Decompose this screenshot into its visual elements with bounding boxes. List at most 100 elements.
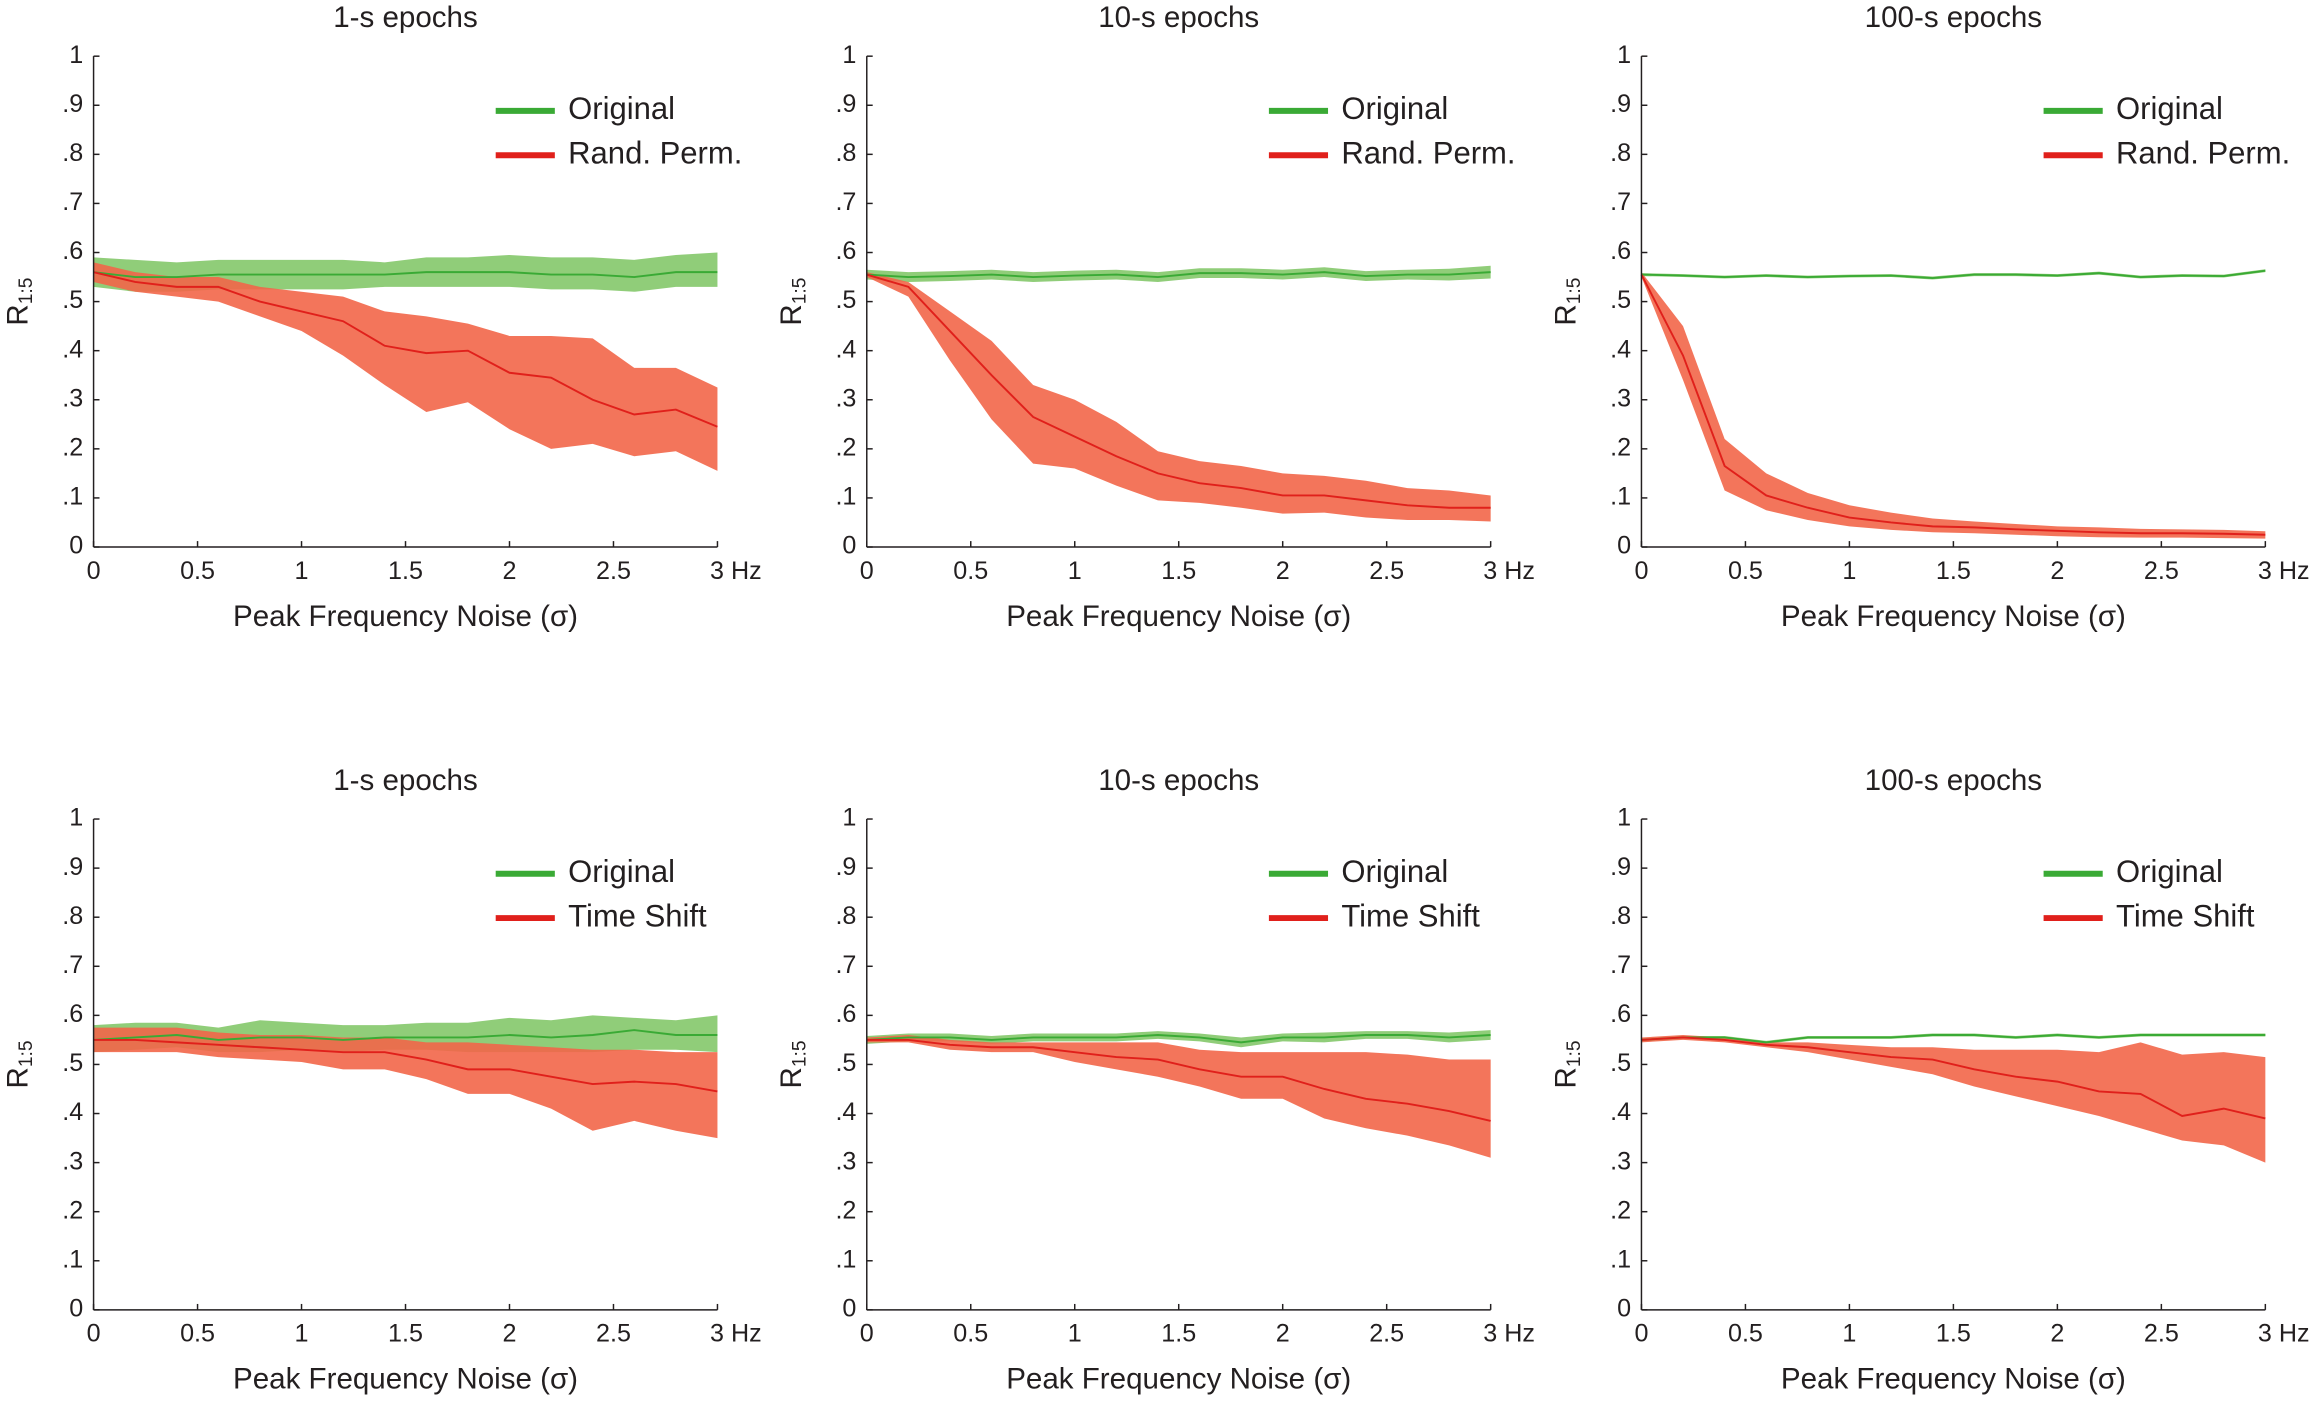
y-tick-label: .5 bbox=[835, 286, 856, 314]
chart-title: 1-s epochs bbox=[333, 1, 478, 34]
y-tick-label: .2 bbox=[1610, 433, 1631, 461]
legend-label: Time Shift bbox=[1341, 898, 1480, 933]
y-axis-label-main: R bbox=[1549, 1067, 1582, 1088]
confidence-band bbox=[1641, 1034, 2266, 1163]
x-tick-label: 2.5 bbox=[596, 557, 631, 585]
chart-title: 100-s epochs bbox=[1865, 1, 2042, 34]
y-axis-label: R1:5 bbox=[1549, 1040, 1585, 1088]
x-axis-label: Peak Frequency Noise (σ) bbox=[1781, 1363, 2126, 1396]
y-tick-label: .3 bbox=[1610, 384, 1631, 412]
y-tick-label: .3 bbox=[62, 1147, 83, 1175]
y-tick-label: .9 bbox=[1610, 853, 1631, 881]
x-tick-label: 2 bbox=[1276, 1320, 1290, 1348]
y-tick-label: .3 bbox=[835, 1147, 856, 1175]
y-axis-label: R1:5 bbox=[1, 278, 37, 326]
x-tick-label: 2 bbox=[2050, 557, 2064, 585]
y-tick-label: .1 bbox=[1610, 1245, 1631, 1273]
y-tick-label: 1 bbox=[69, 804, 83, 832]
y-tick-label: .7 bbox=[62, 951, 83, 979]
panel: 10-s epochs 0 .1 .2 .3 .4 .5 .6 .7 .8 .9 1 0 0.5 1 1.5 2… bbox=[775, 764, 1535, 1396]
x-tick-label: 1.5 bbox=[1161, 557, 1196, 585]
y-axis-label-subscript: 1:5 bbox=[16, 1040, 37, 1067]
x-tick-label: 0 bbox=[87, 1320, 101, 1348]
x-tick-label: 1.5 bbox=[388, 1320, 423, 1348]
x-tick-label: 1 bbox=[295, 557, 309, 585]
y-tick-label: 1 bbox=[1617, 804, 1631, 832]
series-line bbox=[866, 1034, 1491, 1044]
x-tick-label: 2 bbox=[1276, 557, 1290, 585]
chart-title: 1-s epochs bbox=[333, 764, 478, 797]
y-tick-label: .1 bbox=[835, 483, 856, 511]
x-tick-label: 3 Hz bbox=[1483, 1320, 1535, 1348]
y-axis-label-subscript: 1:5 bbox=[789, 1040, 810, 1067]
y-tick-label: .1 bbox=[835, 1245, 856, 1273]
confidence-band bbox=[93, 252, 718, 292]
y-tick-label: .4 bbox=[62, 1098, 83, 1126]
legend-label: Original bbox=[1341, 854, 1448, 889]
y-tick-label: .3 bbox=[62, 384, 83, 412]
x-tick-label: 3 Hz bbox=[1483, 557, 1535, 585]
y-tick-label: .6 bbox=[1610, 237, 1631, 265]
x-tick-label: 2.5 bbox=[2144, 557, 2179, 585]
x-axis-label: Peak Frequency Noise (σ) bbox=[233, 600, 578, 633]
y-axis-label-main: R bbox=[1, 1067, 34, 1088]
y-tick-label: .7 bbox=[62, 188, 83, 216]
y-axis-label-subscript: 1:5 bbox=[1564, 278, 1585, 305]
y-tick-label: .9 bbox=[1610, 90, 1631, 118]
chart-title: 10-s epochs bbox=[1098, 1, 1259, 34]
y-tick-label: 0 bbox=[69, 1295, 83, 1323]
x-tick-label: 2.5 bbox=[1369, 1320, 1404, 1348]
y-axis-label-main: R bbox=[1, 304, 34, 325]
y-tick-label: .8 bbox=[1610, 139, 1631, 167]
confidence-band bbox=[93, 1027, 718, 1139]
y-tick-label: .1 bbox=[62, 1245, 83, 1273]
y-tick-label: .4 bbox=[835, 1098, 856, 1126]
y-axis-label-subscript: 1:5 bbox=[1564, 1040, 1585, 1067]
x-tick-label: 1 bbox=[1068, 557, 1082, 585]
y-tick-label: .6 bbox=[835, 237, 856, 265]
y-tick-label: 0 bbox=[69, 532, 83, 560]
legend-label: Rand. Perm. bbox=[568, 135, 742, 170]
x-tick-label: 2.5 bbox=[1369, 557, 1404, 585]
panel: 1-s epochs 0 .1 .2 .3 .4 .5 .6 .7 .8 .9 1 0 0.5 1 1.5 2 2… bbox=[1, 764, 761, 1396]
x-tick-label: 1 bbox=[1842, 1320, 1856, 1348]
confidence-band bbox=[866, 272, 1491, 522]
legend-label: Original bbox=[2116, 91, 2223, 126]
series-line bbox=[1641, 269, 2266, 279]
x-tick-label: 0 bbox=[87, 557, 101, 585]
y-tick-label: .3 bbox=[835, 384, 856, 412]
series-line bbox=[866, 273, 1491, 509]
y-tick-label: .6 bbox=[1610, 1000, 1631, 1028]
x-tick-label: 1 bbox=[1068, 1320, 1082, 1348]
panel: 100-s epochs 0 .1 .2 .3 .4 .5 .6 .7 .8 .9 1 0 0.5 1 1.5… bbox=[1549, 1, 2309, 633]
series-line bbox=[93, 271, 718, 279]
y-tick-label: .7 bbox=[1610, 188, 1631, 216]
y-tick-label: .5 bbox=[1610, 1049, 1631, 1077]
y-tick-label: .4 bbox=[1610, 335, 1631, 363]
confidence-band bbox=[866, 1030, 1491, 1048]
y-tick-label: .7 bbox=[835, 951, 856, 979]
series-line bbox=[93, 271, 718, 428]
panel: 100-s epochs 0 .1 .2 .3 .4 .5 .6 .7 .8 .9 1 0 0.5 1 1.5… bbox=[1549, 764, 2309, 1396]
y-tick-label: .8 bbox=[1610, 902, 1631, 930]
x-tick-label: 1.5 bbox=[1936, 1320, 1971, 1348]
y-tick-label: .5 bbox=[62, 286, 83, 314]
y-tick-label: .8 bbox=[62, 902, 83, 930]
x-tick-label: 0 bbox=[860, 1320, 874, 1348]
series-line bbox=[866, 271, 1491, 279]
y-tick-label: 1 bbox=[842, 41, 856, 69]
y-tick-label: 1 bbox=[69, 41, 83, 69]
y-tick-label: 1 bbox=[1617, 41, 1631, 69]
x-tick-label: 1 bbox=[295, 1320, 309, 1348]
x-tick-label: 1.5 bbox=[1161, 1320, 1196, 1348]
y-tick-label: .8 bbox=[835, 902, 856, 930]
legend-label: Original bbox=[568, 854, 675, 889]
y-tick-label: 0 bbox=[842, 1295, 856, 1323]
y-tick-label: .9 bbox=[62, 90, 83, 118]
x-tick-label: 3 Hz bbox=[710, 557, 762, 585]
series-line bbox=[866, 1038, 1491, 1122]
y-tick-label: .6 bbox=[835, 1000, 856, 1028]
x-tick-label: 0.5 bbox=[180, 1320, 215, 1348]
legend-label: Time Shift bbox=[2116, 898, 2255, 933]
panel: 1-s epochs 0 .1 .2 .3 .4 .5 .6 .7 .8 .9 1 0 0.5 1 1.5 2 2… bbox=[1, 1, 761, 633]
